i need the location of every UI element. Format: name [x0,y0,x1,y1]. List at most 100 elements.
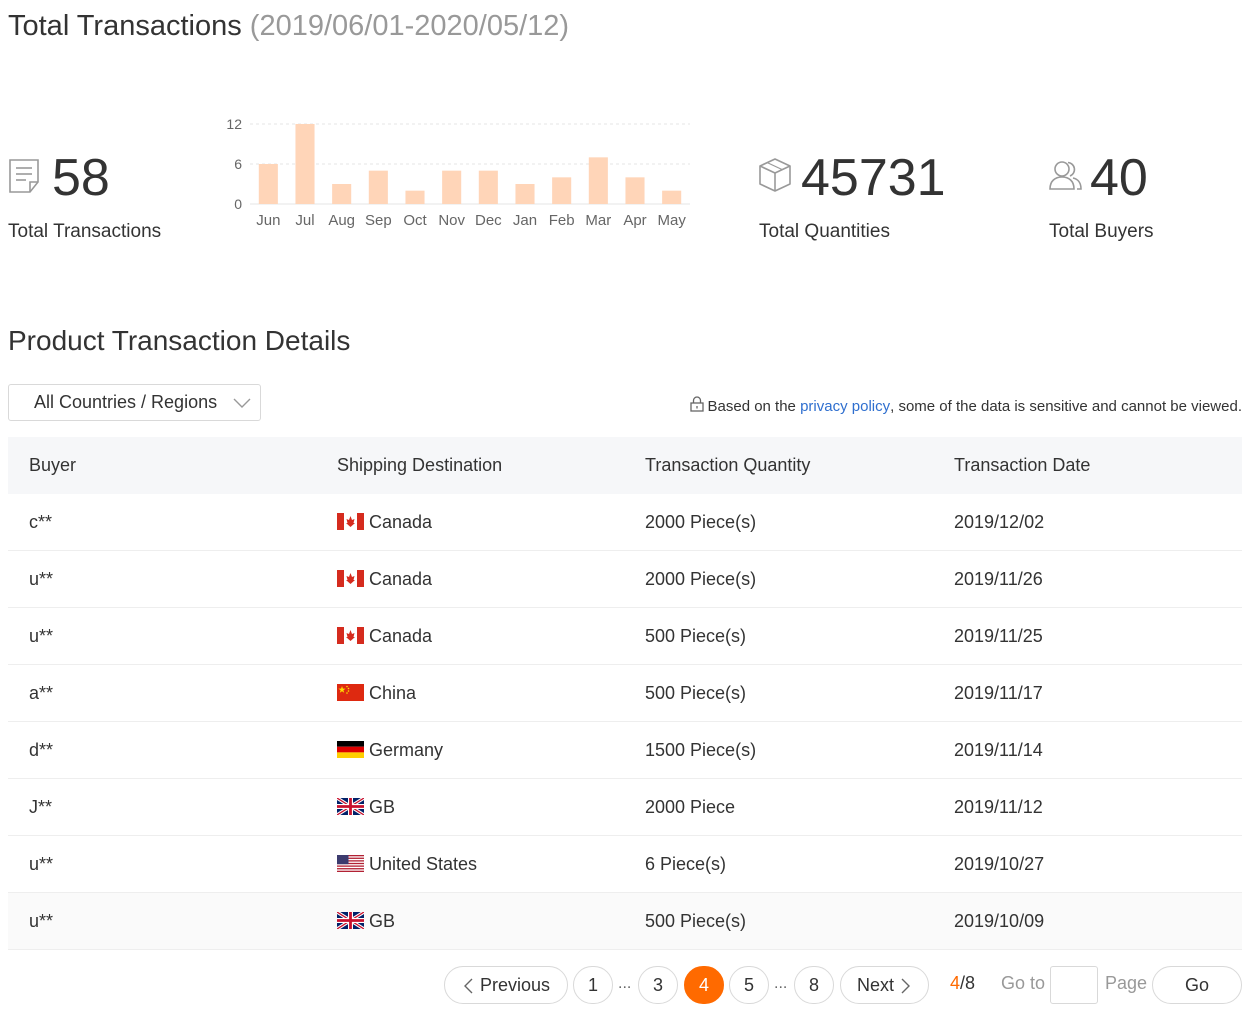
privacy-prefix: Based on the [707,397,801,415]
section-title: Product Transaction Details [8,325,351,356]
quantity-cell: 2000 Piece(s) [645,569,757,589]
destination-cell: China [337,665,416,722]
stat-total-buyers: 40 Total Buyers [1048,150,1248,250]
date-range: (2019/06/01-2020/05/12) [249,10,570,42]
pagination: Previous 1 ... 3 4 5 ... 8 Next 4/8 Go t… [0,966,1257,1006]
destination-cell: United States [337,836,477,893]
destination-text: GB [369,797,396,817]
x-tick-label: Dec [475,212,502,229]
total-transactions-value: 58 [52,149,110,207]
total-quantities-value: 45731 [801,149,946,207]
destination-text: China [369,683,417,703]
table-header: Buyer Shipping Destination Transaction Q… [8,437,1242,494]
next-page-button[interactable]: Next [840,966,929,1004]
goto-label: Go to [1001,973,1046,993]
x-tick-label: Oct [403,212,427,229]
x-tick-label: Apr [623,212,646,229]
destination-cell: Canada [337,551,432,608]
page-button-5[interactable]: 5 [729,966,769,1004]
ca-flag-icon [337,570,364,587]
quantity-cell: 1500 Piece(s) [645,740,757,760]
y-tick-label: 0 [234,196,242,212]
x-tick-label: Jun [256,212,280,229]
stat-total-transactions: 58 Total Transactions [8,150,208,250]
buyer-cell: a** [29,683,54,703]
page-label: Page [1105,973,1148,993]
page-title-text: Total Transactions [8,10,242,42]
current-page: 4 [950,973,961,993]
quantity-cell: 500 Piece(s) [645,683,747,703]
page-button-8[interactable]: 8 [794,966,834,1004]
de-flag-icon [337,741,364,758]
page-title: Total Transactions (2019/06/01-2020/05/1… [8,10,569,43]
destination-text: Canada [369,626,433,646]
bar-nov[interactable] [442,170,462,204]
destination-text: Germany [369,740,444,760]
bar-aug[interactable] [332,184,352,204]
monthly-transactions-chart: 0 6 12 Jun Jul Aug Sep Oct Nov Dec Jan Feb Mar Apr May [226,116,690,229]
total-quantities-label: Total Quantities [759,221,890,242]
x-tick-label: Feb [549,212,575,229]
page-button-1[interactable]: 1 [573,966,613,1004]
users-icon [1048,158,1084,197]
table-row: a** China 500 Piece(s) 2019/11/17 [8,665,1242,722]
quantity-cell: 500 Piece(s) [645,911,747,931]
date-cell: 2019/11/17 [954,683,1043,703]
page-button-3[interactable]: 3 [638,966,678,1004]
destination-cell: GB [337,893,395,950]
date-cell: 2019/10/09 [954,911,1045,931]
bar-jun[interactable] [258,164,278,204]
table-row: u** Canada 2000 Piece(s) 2019/11/26 [8,551,1242,608]
country-filter-value: All Countries / Regions [34,392,218,412]
column-header-destination: Shipping Destination [337,455,503,475]
bar-jan[interactable] [515,184,535,204]
bar-feb[interactable] [552,177,572,204]
destination-cell: Canada [337,608,432,665]
goto-page-input[interactable] [1050,966,1098,1004]
next-label: Next [856,975,894,995]
bar-mar[interactable] [588,157,608,204]
bar-oct[interactable] [405,190,425,204]
table-row: d** Germany 1500 Piece(s) 2019/11/14 [8,722,1242,779]
go-button[interactable]: Go [1152,966,1242,1004]
bar-jul[interactable] [295,124,315,204]
table-row: u** Canada 500 Piece(s) 2019/11/25 [8,608,1242,665]
total-buyers-label: Total Buyers [1049,221,1154,242]
date-cell: 2019/11/12 [954,797,1043,817]
table-row: c** Canada 2000 Piece(s) 2019/12/02 [8,494,1242,551]
x-tick-label: Aug [328,212,355,229]
country-filter-dropdown[interactable]: All Countries / Regions [8,384,261,421]
x-tick-label: Sep [365,212,392,229]
box-icon [758,157,792,198]
buyer-cell: u** [29,626,54,646]
page-ellipsis: ... [774,975,788,992]
previous-page-button[interactable]: Previous [444,966,568,1004]
destination-text: United States [369,854,478,874]
date-cell: 2019/11/14 [954,740,1043,760]
buyer-cell: u** [29,569,54,589]
bar-dec[interactable] [478,170,498,204]
date-cell: 2019/11/25 [954,626,1043,646]
privacy-suffix: , some of the data is sensitive and cann… [890,397,1242,415]
bar-sep[interactable] [368,170,388,204]
page-ellipsis: ... [618,975,632,992]
column-header-date: Transaction Date [954,455,1091,475]
total-buyers-value: 40 [1090,149,1148,207]
buyer-cell: J** [29,797,53,817]
date-cell: 2019/10/27 [954,854,1045,874]
quantity-cell: 500 Piece(s) [645,626,747,646]
table-row: u** GB 500 Piece(s) 2019/10/09 [8,893,1242,950]
destination-text: Canada [369,569,433,589]
us-flag-icon [337,855,364,872]
page-button-4-active[interactable]: 4 [684,966,724,1004]
date-cell: 2019/12/02 [954,512,1045,532]
page-indicator: 4/8 [950,973,975,994]
privacy-policy-link[interactable]: privacy policy [800,397,891,415]
bar-may[interactable] [662,190,682,204]
x-tick-label: Jul [295,212,314,229]
bar-apr[interactable] [625,177,645,204]
lock-icon [689,396,704,416]
x-tick-label: May [657,212,686,229]
privacy-note: Based on the privacy policy, some of the… [689,396,1242,416]
x-tick-label: Mar [585,212,611,229]
